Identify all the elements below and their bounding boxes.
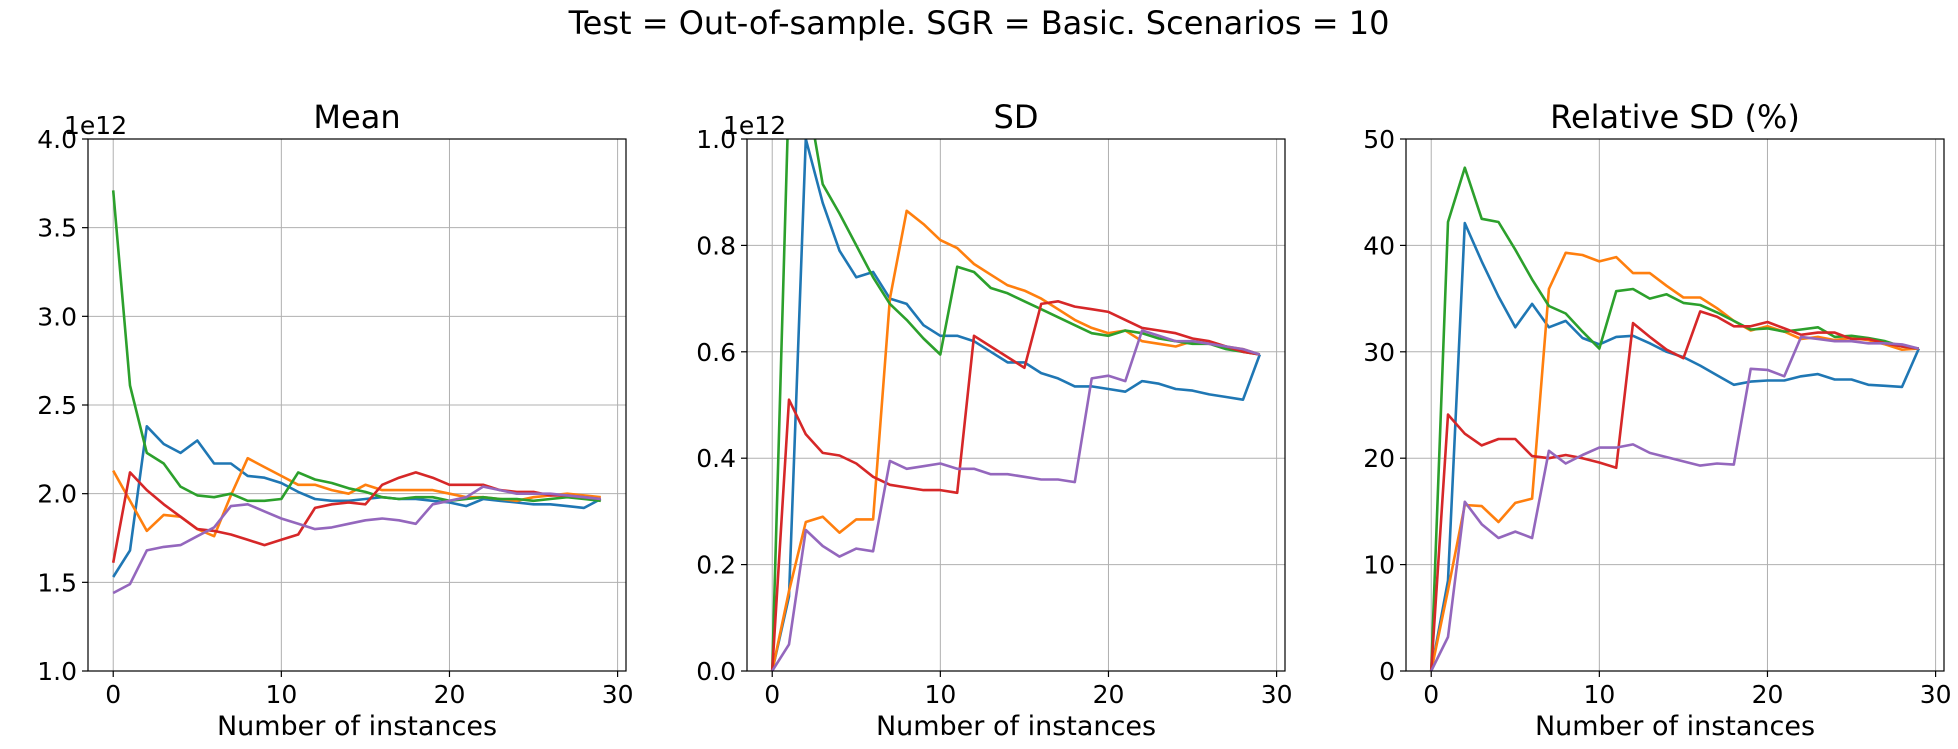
x-tick-label: 30 [602, 680, 634, 709]
axes-frame [1405, 138, 1945, 672]
x-tick-label: 10 [924, 680, 956, 709]
y-tick-label: 1.0 [696, 125, 736, 154]
panels: 0 10 20 30 1.0 1.5 2.0 2.5 3.0 3.5 4.0 Mean Number o… [37, 98, 1951, 742]
y-tick-label: 10 [1363, 551, 1395, 580]
panel-1: 0 10 20 30 1.0 1.5 2.0 2.5 3.0 3.5 4.0 Mean Number o… [37, 98, 633, 742]
y-tick-label: 50 [1363, 125, 1395, 154]
y-tick-label: 2.0 [37, 480, 77, 509]
series-line-3 [1429, 166, 1919, 671]
y-tick-label: 3.5 [37, 214, 77, 243]
series-line-5 [1430, 335, 1920, 671]
series-line-3 [770, 139, 1261, 671]
x-axis-label: Number of instances [876, 711, 1156, 742]
y-tick-label: 0.6 [696, 338, 736, 367]
x-tick-label: 0 [105, 680, 121, 709]
x-tick-label: 30 [1261, 680, 1293, 709]
x-tick-label: 20 [434, 680, 466, 709]
x-tick-label: 10 [1583, 680, 1615, 709]
series-line-1 [112, 424, 602, 578]
y-tick-label: 1.0 [37, 657, 77, 686]
x-axis-label: Number of instances [1535, 711, 1815, 742]
y-tick-label: 0.2 [696, 551, 736, 580]
series-line-5 [771, 329, 1261, 671]
panel-title: SD [994, 98, 1039, 136]
x-tick-label: 10 [265, 680, 297, 709]
series-group [770, 139, 1262, 671]
series-group [111, 190, 602, 595]
y-tick-label: 30 [1363, 338, 1395, 367]
x-tick-label: 0 [764, 680, 780, 709]
y-tick-label: 0.0 [696, 657, 736, 686]
series-line-4 [770, 299, 1261, 671]
y-tick-label: 0.4 [696, 444, 736, 473]
x-tick-label: 0 [1423, 680, 1439, 709]
panel-3: 0 10 20 30 0 10 20 30 40 50 Relative SD (%) Number … [1363, 98, 1951, 742]
series-line-1 [770, 139, 1262, 671]
y-tick-label: 40 [1363, 231, 1395, 260]
series-line-2 [1429, 251, 1919, 671]
series-line-2 [770, 209, 1261, 671]
x-tick-label: 20 [1752, 680, 1784, 709]
y-tick-label: 0 [1379, 657, 1395, 686]
y-tick-label: 3.0 [37, 302, 77, 331]
y-tick-label: 4.0 [37, 125, 77, 154]
y-offset-text: 1e12 [64, 111, 127, 140]
series-line-3 [111, 190, 601, 503]
series-line-4 [111, 471, 601, 564]
panel-title: Relative SD (%) [1550, 98, 1800, 136]
x-tick-label: 30 [1920, 680, 1952, 709]
x-tick-label: 20 [1093, 680, 1125, 709]
y-tick-label: 20 [1363, 444, 1395, 473]
series-line-2 [112, 456, 601, 538]
series-group [1429, 166, 1920, 671]
axes-frame [746, 138, 1286, 672]
figure-suptitle: Test = Out-of-sample. SGR = Basic. Scena… [568, 4, 1390, 42]
series-line-5 [112, 485, 601, 595]
panel-title: Mean [313, 98, 400, 136]
y-tick-label: 2.5 [37, 391, 77, 420]
panel-2: 0 10 20 30 0.0 0.2 0.4 0.6 0.8 1.0 SD Number of ins… [696, 98, 1293, 742]
y-tick-label: 1.5 [37, 568, 77, 597]
series-line-4 [1429, 310, 1919, 671]
y-tick-label: 0.8 [696, 231, 736, 260]
y-offset-text: 1e12 [723, 111, 786, 140]
x-axis-label: Number of instances [217, 711, 497, 742]
